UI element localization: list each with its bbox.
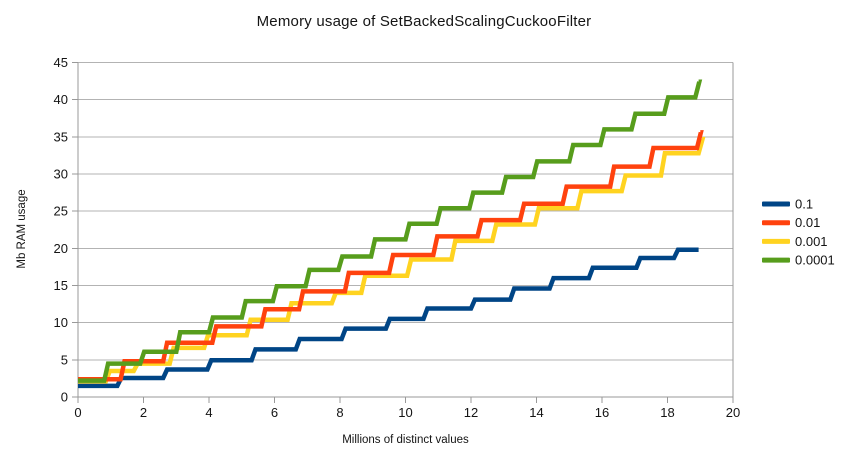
legend-item-0.01: 0.01 [762, 215, 820, 230]
x-tick-label: 14 [529, 405, 543, 420]
legend-item-0.1: 0.1 [762, 197, 813, 212]
y-tick-label: 25 [54, 204, 68, 219]
legend-swatch [762, 238, 790, 244]
y-tick-label: 15 [54, 278, 68, 293]
y-tick-label: 10 [54, 315, 68, 330]
x-tick-label: 2 [140, 405, 147, 420]
legend-label: 0.01 [795, 215, 820, 230]
axis-ticks [72, 62, 734, 403]
x-tick-label: 18 [660, 405, 674, 420]
x-tick-label: 0 [74, 405, 81, 420]
x-tick-label: 12 [464, 405, 478, 420]
y-tick-label: 5 [61, 352, 68, 367]
y-tick-label: 30 [54, 167, 68, 182]
x-tick-label: 16 [595, 405, 609, 420]
x-tick-label: 6 [271, 405, 278, 420]
x-tick-label: 8 [336, 405, 343, 420]
legend-swatch [762, 220, 790, 226]
series-line-0.001 [78, 136, 706, 384]
x-tick-label: 10 [398, 405, 412, 420]
series-line-0.01 [78, 130, 704, 382]
x-tick-label: 20 [726, 405, 740, 420]
legend-label: 0.1 [795, 197, 813, 212]
x-axis-title: Millions of distinct values [342, 434, 469, 446]
legend-label: 0.0001 [795, 253, 835, 268]
legend-swatch [762, 201, 790, 207]
legend: 0.1 0.01 0.001 0.0001 [762, 197, 835, 268]
chart-title: Memory usage of SetBackedScalingCuckooFi… [256, 13, 592, 30]
y-axis-title: Mb RAM usage [16, 189, 28, 269]
y-tick-label: 45 [54, 55, 68, 70]
legend-item-0.0001: 0.0001 [762, 253, 835, 268]
series-line-0.1 [78, 247, 699, 389]
y-tick-label: 40 [54, 92, 68, 107]
legend-item-0.001: 0.001 [762, 234, 828, 249]
gridlines [78, 62, 733, 398]
x-tick-label: 4 [205, 405, 212, 420]
series-line-0.0001 [78, 79, 703, 383]
y-tick-label: 0 [61, 390, 68, 405]
legend-label: 0.001 [795, 234, 828, 249]
legend-swatch [762, 257, 790, 263]
y-tick-label: 20 [54, 241, 68, 256]
y-tick-label: 35 [54, 129, 68, 144]
